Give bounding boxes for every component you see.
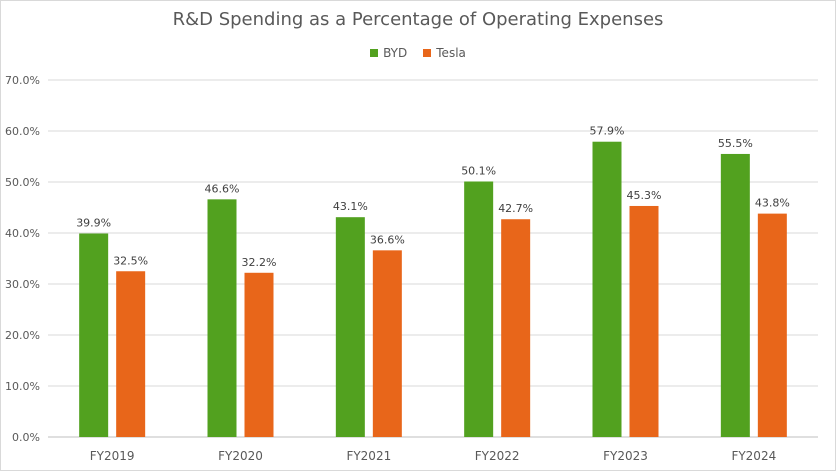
bar-byd [335, 217, 365, 437]
y-tick-label: 20.0% [5, 329, 40, 342]
data-label: 43.1% [333, 200, 368, 213]
y-tick-label: 70.0% [5, 74, 40, 87]
x-tick-label: FY2024 [731, 449, 776, 463]
legend-label-byd: BYD [383, 46, 408, 60]
chart-legend: BYD Tesla [0, 46, 836, 60]
legend-item-tesla: Tesla [423, 46, 466, 60]
data-label: 45.3% [627, 189, 662, 202]
bar-byd [79, 233, 109, 437]
data-label: 43.8% [755, 197, 790, 210]
y-tick-label: 50.0% [5, 176, 40, 189]
y-tick-label: 10.0% [5, 380, 40, 393]
chart-title: R&D Spending as a Percentage of Operatin… [172, 9, 664, 30]
bar-byd [720, 153, 750, 437]
data-label: 55.5% [718, 137, 753, 150]
y-tick-label: 60.0% [5, 125, 40, 138]
bar-byd [464, 181, 494, 437]
bar-byd [592, 141, 622, 437]
legend-swatch-tesla [423, 49, 432, 57]
data-label: 50.1% [461, 164, 496, 177]
bar-tesla [757, 213, 787, 437]
data-label: 36.6% [370, 233, 405, 246]
y-tick-label: 30.0% [5, 278, 40, 291]
data-label: 32.2% [242, 256, 277, 269]
bar-tesla [501, 219, 531, 437]
legend-label-tesla: Tesla [436, 46, 466, 60]
data-label: 42.7% [498, 202, 533, 215]
bar-tesla [116, 271, 146, 437]
bar-byd [207, 199, 237, 437]
x-tick-label: FY2020 [218, 449, 263, 463]
bar-tesla [244, 272, 274, 437]
data-label: 32.5% [113, 254, 148, 267]
bar-tesla [372, 250, 402, 437]
bar-tesla [629, 205, 659, 437]
x-tick-label: FY2023 [603, 449, 648, 463]
x-tick-label: FY2021 [346, 449, 391, 463]
data-label: 57.9% [590, 125, 625, 138]
data-label: 39.9% [76, 217, 111, 230]
y-tick-label: 40.0% [5, 227, 40, 240]
data-label: 46.6% [205, 182, 240, 195]
x-tick-label: FY2022 [475, 449, 520, 463]
x-tick-label: FY2019 [90, 449, 135, 463]
y-tick-label: 0.0% [12, 431, 40, 444]
legend-swatch-byd [370, 49, 379, 57]
legend-item-byd: BYD [370, 46, 407, 60]
